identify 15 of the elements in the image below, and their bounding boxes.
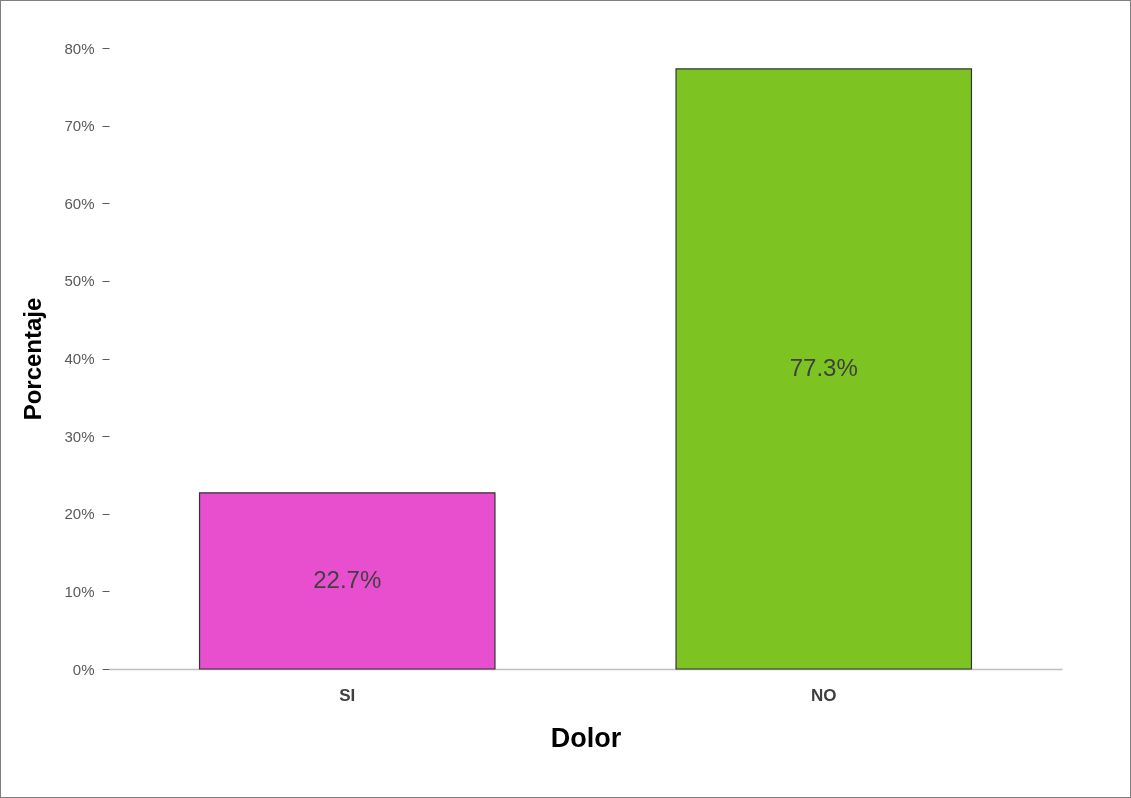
data-label: 22.7%	[313, 565, 382, 593]
y-tick-label: 50%	[64, 272, 95, 290]
y-tick-label: 80%	[64, 39, 95, 57]
data-label: 77.3%	[789, 353, 858, 381]
y-tick-label: 70%	[64, 117, 95, 135]
y-tick-label: 0%	[72, 660, 95, 678]
x-tick-label: NO	[811, 685, 837, 705]
x-axis-title: Dolor	[550, 722, 622, 753]
y-tick-label: 10%	[64, 582, 95, 600]
y-tick-label: 60%	[64, 194, 95, 212]
x-tick-label: SI	[339, 685, 356, 705]
y-tick-label: 40%	[64, 350, 95, 367]
y-tick-label: 20%	[64, 505, 95, 523]
y-axis-title: Porcentaje	[19, 297, 47, 421]
y-tick-label: 30%	[64, 427, 95, 445]
